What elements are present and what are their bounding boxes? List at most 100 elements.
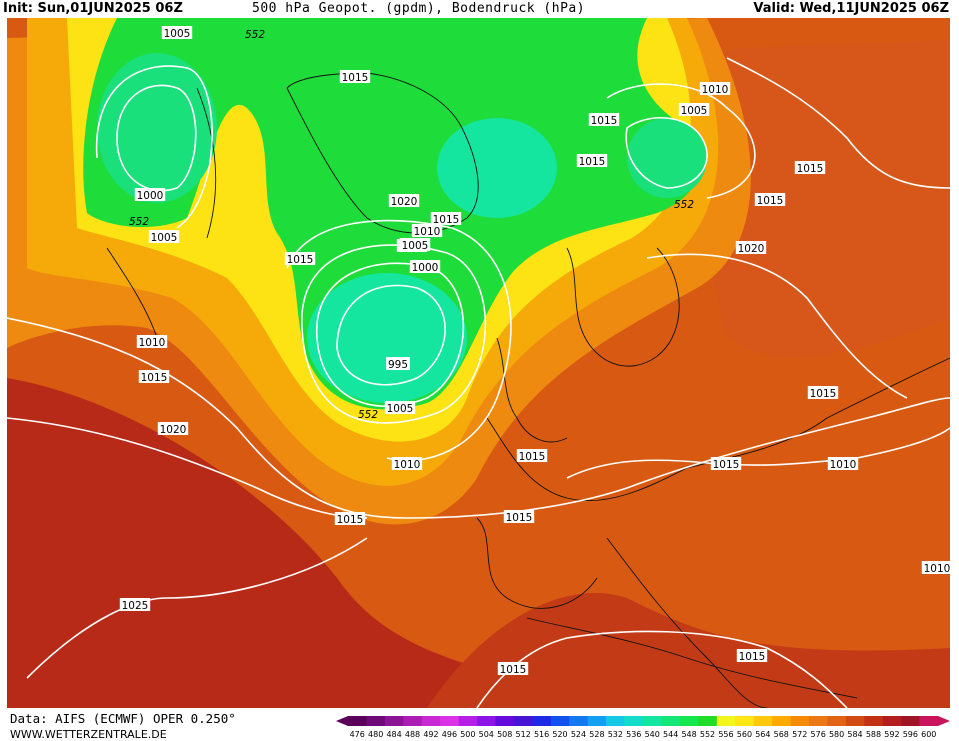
isobar-label: 1010 bbox=[921, 561, 950, 575]
isobar-label: 1015 bbox=[807, 386, 839, 400]
svg-text:1015: 1015 bbox=[141, 372, 168, 384]
isobar-label: 1015 bbox=[334, 512, 366, 526]
legend-swatch bbox=[513, 716, 533, 726]
legend-tick-label: 568 bbox=[774, 730, 789, 739]
svg-text:1000: 1000 bbox=[412, 262, 439, 274]
svg-text:1005: 1005 bbox=[164, 28, 191, 40]
svg-text:1010: 1010 bbox=[414, 226, 441, 238]
legend-tick-label: 596 bbox=[903, 730, 918, 739]
legend-tick-label: 484 bbox=[386, 730, 401, 739]
height-552-label: 552 bbox=[358, 409, 378, 421]
legend-tick-label: 516 bbox=[534, 730, 549, 739]
isobar-label: 1005 bbox=[148, 230, 180, 244]
legend-arrow-low bbox=[336, 716, 348, 726]
isobar-label: 995 bbox=[386, 357, 410, 371]
isobar-label: 1005 bbox=[161, 26, 193, 40]
legend-tick-label: 572 bbox=[792, 730, 807, 739]
isobar-label: 1010 bbox=[136, 335, 168, 349]
legend-tick-label: 524 bbox=[571, 730, 586, 739]
data-source-label: Data: AIFS (ECMWF) OPER 0.250° bbox=[10, 711, 236, 726]
legend-tick-label: 508 bbox=[497, 730, 512, 739]
svg-text:1015: 1015 bbox=[337, 514, 364, 526]
warm-band-dark bbox=[7, 378, 950, 708]
map-footer: Data: AIFS (ECMWF) OPER 0.250° WWW.WETTE… bbox=[0, 708, 959, 741]
legend-tick-label: 500 bbox=[460, 730, 475, 739]
legend-swatch bbox=[384, 716, 404, 726]
legend-swatch bbox=[772, 716, 791, 726]
legend-swatch bbox=[550, 716, 570, 726]
isobar-label: 1015 bbox=[736, 649, 768, 663]
isobar-label: 1010 bbox=[827, 457, 859, 471]
isobar-label: 1015 bbox=[576, 154, 608, 168]
svg-text:1010: 1010 bbox=[139, 337, 166, 349]
svg-text:1010: 1010 bbox=[702, 84, 729, 96]
svg-text:1015: 1015 bbox=[713, 459, 740, 471]
legend-swatch bbox=[808, 716, 828, 726]
isobar-label: 1015 bbox=[138, 370, 170, 384]
legend-tick-label: 552 bbox=[700, 730, 715, 739]
legend-tick-label: 532 bbox=[608, 730, 623, 739]
isobar-label: 1005 bbox=[399, 238, 431, 252]
height-552-label: 552 bbox=[674, 199, 694, 211]
legend-tick-label: 496 bbox=[442, 730, 457, 739]
svg-text:1015: 1015 bbox=[519, 451, 546, 463]
svg-text:1020: 1020 bbox=[391, 196, 418, 208]
legend-swatch bbox=[716, 716, 736, 726]
svg-text:1015: 1015 bbox=[591, 115, 618, 127]
svg-text:1015: 1015 bbox=[739, 651, 766, 663]
svg-text:1020: 1020 bbox=[738, 243, 765, 255]
isobar-label: 1015 bbox=[339, 70, 371, 84]
legend-swatch bbox=[495, 716, 515, 726]
svg-text:1020: 1020 bbox=[160, 424, 187, 436]
legend-swatch bbox=[661, 716, 681, 726]
website-url: WWW.WETTERZENTRALE.DE bbox=[10, 728, 167, 741]
legend-tick-label: 556 bbox=[718, 730, 733, 739]
legend-swatch bbox=[679, 716, 699, 726]
low-core-west bbox=[97, 53, 217, 203]
isobar-label: 1015 bbox=[794, 161, 826, 175]
legend-swatch bbox=[532, 716, 552, 726]
isobar-label: 1015 bbox=[503, 510, 535, 524]
init-time: Init: Sun,01JUN2025 06Z bbox=[3, 1, 183, 16]
map-title: 500 hPa Geopot. (gpdm), Bodendruck (hPa) bbox=[252, 1, 586, 16]
svg-text:1010: 1010 bbox=[394, 459, 421, 471]
isobars bbox=[7, 57, 950, 708]
legend-swatch bbox=[624, 716, 644, 726]
weather-map: 1005 552101510151010100510151000100510155… bbox=[7, 18, 950, 708]
isobar-label: 1020 bbox=[735, 241, 767, 255]
isobar-label: 1015 bbox=[754, 193, 786, 207]
svg-text:1015: 1015 bbox=[342, 72, 369, 84]
legend-swatch bbox=[606, 716, 625, 726]
legend-swatch bbox=[735, 716, 754, 726]
svg-text:552: 552 bbox=[358, 409, 378, 421]
legend-tick-label: 560 bbox=[737, 730, 752, 739]
legend-tick-label: 580 bbox=[829, 730, 844, 739]
isobar-label: 1025 bbox=[119, 598, 151, 612]
legend-tick-label: 520 bbox=[552, 730, 567, 739]
isobar-label: 1015 bbox=[588, 113, 620, 127]
isobar-label: 1015 bbox=[710, 457, 742, 471]
height-552-label: 552 bbox=[129, 216, 149, 228]
legend-tick-label: 576 bbox=[811, 730, 826, 739]
svg-text:552: 552 bbox=[245, 29, 265, 41]
warm-band-south bbox=[427, 592, 950, 708]
trough-552-area bbox=[83, 18, 700, 410]
svg-text:1005: 1005 bbox=[151, 232, 178, 244]
legend-tick-label: 540 bbox=[645, 730, 660, 739]
legend-swatch bbox=[477, 716, 496, 726]
svg-text:1005: 1005 bbox=[402, 240, 429, 252]
svg-text:552: 552 bbox=[129, 216, 149, 228]
legend-tick-label: 536 bbox=[626, 730, 641, 739]
legend-swatch bbox=[698, 716, 718, 726]
legend-swatch bbox=[753, 716, 773, 726]
legend-tick-label: 592 bbox=[884, 730, 899, 739]
color-legend: 476 480 484 488 492 496 500 504 508 512 516 520 524 5… bbox=[336, 716, 950, 739]
east-orange-field bbox=[687, 38, 950, 358]
legend-swatch bbox=[366, 716, 386, 726]
legend-tick-label: 548 bbox=[681, 730, 696, 739]
isobar-label: 1015 bbox=[430, 212, 462, 226]
legend-swatch bbox=[643, 716, 662, 726]
low-core-east bbox=[627, 118, 707, 198]
legend-tick-label: 492 bbox=[423, 730, 438, 739]
legend-arrow-high bbox=[938, 716, 950, 726]
